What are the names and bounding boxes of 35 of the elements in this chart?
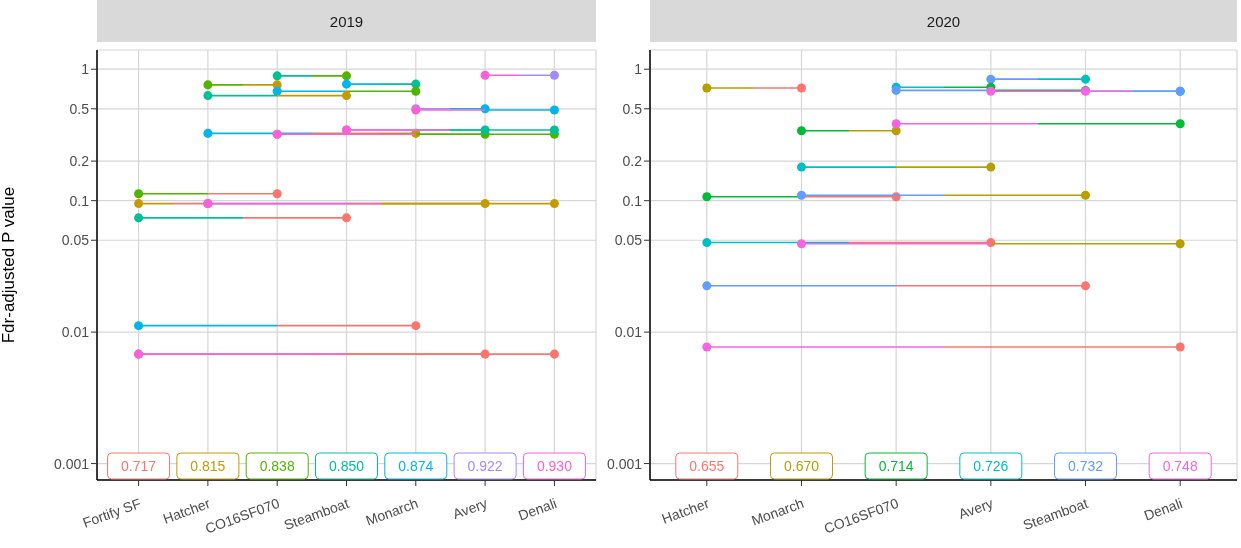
x-tick-label: Avery xyxy=(450,494,490,523)
y-tick-label: 1 xyxy=(81,61,90,78)
annotation: 0.850 xyxy=(328,458,365,474)
y-tick-label: 0.5 xyxy=(69,100,90,117)
y-tick-label: 0.001 xyxy=(606,455,643,472)
x-tick-label: Denali xyxy=(1141,494,1185,524)
annotation: 0.714 xyxy=(878,458,914,474)
annotation: 0.717 xyxy=(121,458,157,474)
annotation: 0.748 xyxy=(1162,458,1198,474)
y-tick-label: 0.1 xyxy=(69,192,90,209)
annotation: 0.874 xyxy=(398,458,434,474)
y-tick-label: 0.05 xyxy=(61,232,90,249)
y-tick-label: 1 xyxy=(634,61,643,78)
y-tick-label: 0.001 xyxy=(53,455,90,472)
chart-title: 2019 xyxy=(97,0,596,42)
x-tick-label: Fortify SF xyxy=(80,494,143,531)
annotation: 0.838 xyxy=(259,458,295,474)
annotation: 0.922 xyxy=(467,458,503,474)
y-tick-label: 0.1 xyxy=(622,192,643,209)
y-tick-label: 0.5 xyxy=(622,100,643,117)
annotation: 0.726 xyxy=(973,458,1009,474)
y-axis-title: Fdr-adjusted P value xyxy=(0,186,19,344)
y-tick-label: 0.05 xyxy=(614,232,643,249)
annotation: 0.655 xyxy=(689,458,725,474)
y-tick-label: 0.01 xyxy=(614,324,643,341)
y-tick-label: 0.01 xyxy=(61,324,90,341)
annotation: 0.815 xyxy=(190,458,226,474)
x-tick-label: Avery xyxy=(956,494,996,523)
annotation: 0.930 xyxy=(536,458,573,474)
x-tick-label: Denali xyxy=(516,494,559,524)
y-tick-label: 0.2 xyxy=(69,153,90,170)
annotation: 0.732 xyxy=(1067,458,1104,474)
annotation: 0.670 xyxy=(783,458,820,474)
y-tick-label: 0.2 xyxy=(622,153,643,170)
chart-title: 2020 xyxy=(650,0,1237,42)
